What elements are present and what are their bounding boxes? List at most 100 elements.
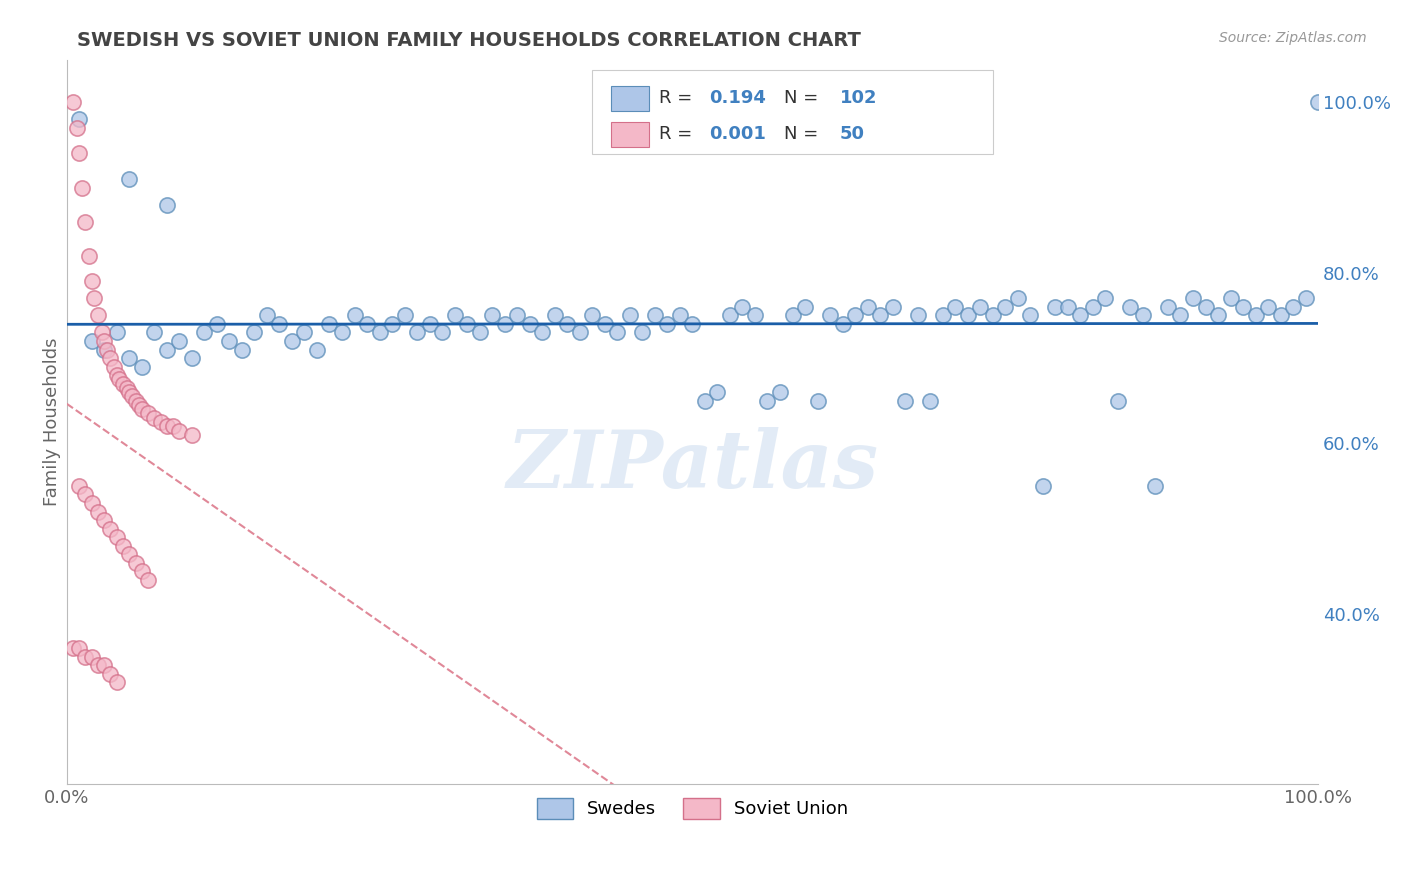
Point	[381, 317, 404, 331]
Point	[494, 317, 516, 331]
Point	[394, 309, 416, 323]
Point	[105, 326, 128, 340]
Point	[419, 317, 441, 331]
Point	[1244, 309, 1267, 323]
Point	[128, 398, 150, 412]
Point	[93, 343, 115, 357]
Point	[193, 326, 215, 340]
Point	[180, 351, 202, 365]
Point	[806, 393, 828, 408]
Point	[162, 419, 184, 434]
Point	[169, 334, 191, 348]
Point	[1007, 291, 1029, 305]
Point	[124, 556, 146, 570]
Point	[118, 547, 141, 561]
Point	[994, 300, 1017, 314]
Point	[90, 326, 112, 340]
Text: 0.194: 0.194	[709, 89, 765, 107]
Point	[75, 649, 97, 664]
Point	[1144, 479, 1167, 493]
Point	[1019, 309, 1042, 323]
Point	[593, 317, 616, 331]
FancyBboxPatch shape	[592, 70, 993, 153]
Point	[115, 381, 138, 395]
Legend: Swedes, Soviet Union: Swedes, Soviet Union	[530, 791, 855, 826]
Point	[118, 351, 141, 365]
Point	[67, 479, 90, 493]
Point	[644, 309, 666, 323]
Point	[305, 343, 328, 357]
Point	[136, 407, 159, 421]
Point	[619, 309, 641, 323]
Point	[205, 317, 228, 331]
Point	[606, 326, 628, 340]
Point	[87, 309, 110, 323]
Point	[143, 326, 166, 340]
Point	[156, 343, 179, 357]
Point	[1157, 300, 1180, 314]
Text: 102: 102	[839, 89, 877, 107]
Point	[66, 120, 89, 135]
Point	[294, 326, 316, 340]
Point	[531, 326, 554, 340]
Point	[93, 513, 115, 527]
Point	[231, 343, 253, 357]
Point	[156, 419, 179, 434]
Point	[1107, 393, 1129, 408]
Point	[1270, 309, 1292, 323]
Point	[756, 393, 779, 408]
Point	[1232, 300, 1254, 314]
Point	[544, 309, 567, 323]
Point	[62, 95, 84, 110]
Point	[77, 249, 100, 263]
Point	[1056, 300, 1078, 314]
Point	[631, 326, 654, 340]
Point	[121, 389, 143, 403]
Point	[75, 487, 97, 501]
Point	[111, 376, 134, 391]
Point	[844, 309, 866, 323]
Point	[256, 309, 278, 323]
Point	[956, 309, 979, 323]
Point	[96, 343, 118, 357]
Point	[105, 530, 128, 544]
Point	[281, 334, 304, 348]
Text: Source: ZipAtlas.com: Source: ZipAtlas.com	[1219, 31, 1367, 45]
FancyBboxPatch shape	[612, 87, 648, 112]
Point	[1308, 95, 1330, 110]
Point	[1045, 300, 1067, 314]
Point	[100, 351, 122, 365]
Point	[218, 334, 240, 348]
Point	[80, 649, 103, 664]
Point	[468, 326, 491, 340]
Point	[406, 326, 429, 340]
Point	[180, 427, 202, 442]
Point	[744, 309, 766, 323]
Point	[62, 640, 84, 655]
Point	[80, 334, 103, 348]
Point	[1182, 291, 1205, 305]
Point	[657, 317, 679, 331]
Point	[1069, 309, 1091, 323]
Point	[343, 309, 366, 323]
Text: ZIPatlas: ZIPatlas	[506, 426, 879, 504]
Point	[430, 326, 453, 340]
Point	[706, 385, 728, 400]
Point	[943, 300, 966, 314]
Point	[456, 317, 478, 331]
Point	[356, 317, 378, 331]
Point	[108, 372, 131, 386]
Point	[75, 214, 97, 228]
Point	[1257, 300, 1279, 314]
Point	[67, 112, 90, 127]
Point	[693, 393, 716, 408]
Text: 0.001: 0.001	[709, 125, 765, 144]
Point	[70, 180, 93, 194]
Point	[269, 317, 291, 331]
Point	[330, 326, 353, 340]
Text: SWEDISH VS SOVIET UNION FAMILY HOUSEHOLDS CORRELATION CHART: SWEDISH VS SOVIET UNION FAMILY HOUSEHOLD…	[77, 31, 862, 50]
Point	[818, 309, 841, 323]
Point	[131, 564, 153, 578]
Point	[782, 309, 804, 323]
Point	[156, 197, 179, 211]
